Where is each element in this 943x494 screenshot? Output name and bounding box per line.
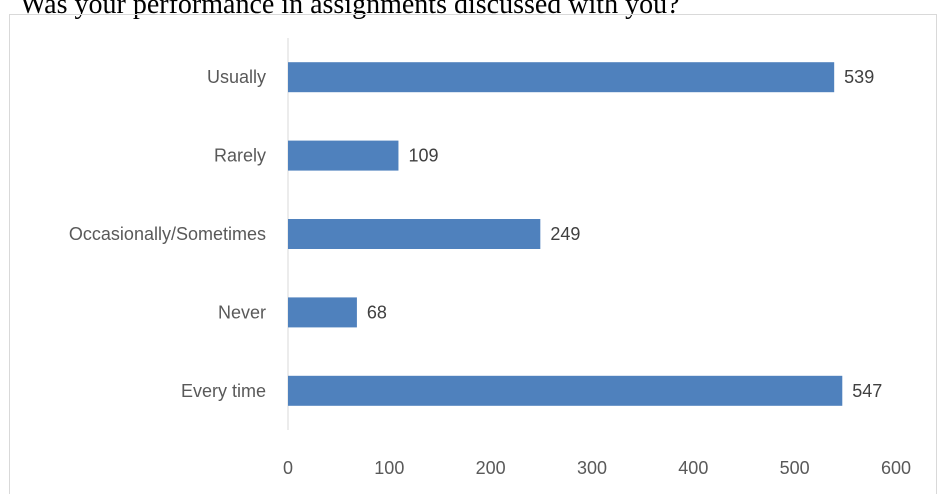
category-label: Never — [218, 302, 266, 322]
x-tick-label: 0 — [283, 458, 293, 478]
category-label: Occasionally/Sometimes — [69, 224, 266, 244]
data-label: 547 — [852, 381, 882, 401]
chart-frame — [9, 14, 937, 494]
x-tick-label: 500 — [780, 458, 810, 478]
data-label: 539 — [844, 67, 874, 87]
bar — [288, 297, 357, 328]
data-label: 109 — [408, 146, 438, 166]
bar — [288, 62, 835, 93]
x-tick-label: 400 — [678, 458, 708, 478]
x-tick-label: 100 — [374, 458, 404, 478]
x-tick-label: 300 — [577, 458, 607, 478]
x-tick-label: 600 — [881, 458, 911, 478]
bar — [288, 140, 399, 171]
category-label: Usually — [207, 67, 266, 87]
data-label: 68 — [367, 302, 387, 322]
x-tick-label: 200 — [476, 458, 506, 478]
data-label: 249 — [550, 224, 580, 244]
bar — [288, 375, 843, 406]
category-label: Every time — [181, 381, 266, 401]
chart-title: Was your performance in assignments disc… — [20, 0, 680, 20]
category-label: Rarely — [214, 146, 266, 166]
bar — [288, 219, 541, 249]
